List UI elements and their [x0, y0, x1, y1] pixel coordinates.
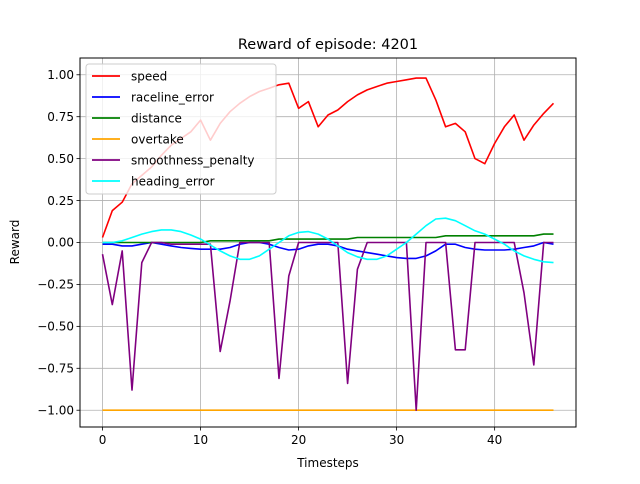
x-tick-label: 20	[291, 433, 306, 447]
y-tick-label: −0.25	[37, 278, 74, 292]
legend-label-heading-error: heading_error	[131, 175, 215, 189]
series-line-heading-error	[102, 217, 554, 264]
legend-label-smoothness-penalty: smoothness_penalty	[131, 154, 255, 168]
y-tick-label: 0.50	[47, 152, 74, 166]
axis-ticks: 0 10 20 30 40 −1.00 −0.75 −0.50 −0.25 0.00 0.25 0.5…	[37, 68, 502, 447]
legend-label-raceline-error: raceline_error	[131, 91, 214, 105]
x-tick-label: 40	[487, 433, 502, 447]
x-tick-label: 0	[99, 433, 107, 447]
y-tick-label: −1.00	[37, 403, 74, 417]
series-line-smoothness-penalty	[101, 241, 554, 412]
legend: speed raceline_error distance overtake smoot…	[85, 63, 277, 195]
y-tick-label: 1.00	[47, 68, 74, 82]
chart-title: Reward of episode: 4201	[238, 37, 418, 53]
series-line-raceline-error	[102, 241, 554, 260]
legend-label-speed: speed	[131, 70, 167, 84]
x-tick-label: 10	[193, 433, 208, 447]
y-tick-label: −0.50	[37, 320, 74, 334]
y-axis-label: Reward	[8, 220, 22, 265]
y-tick-label: 0.75	[47, 110, 74, 124]
legend-label-distance: distance	[131, 112, 182, 126]
x-axis-label: Timesteps	[296, 456, 359, 470]
y-tick-label: 0.25	[47, 194, 74, 208]
legend-label-overtake: overtake	[131, 133, 184, 147]
y-tick-label: 0.00	[47, 236, 74, 250]
x-tick-label: 30	[389, 433, 404, 447]
y-tick-label: −0.75	[37, 361, 74, 375]
series-lines	[101, 77, 555, 412]
legend-box	[85, 63, 277, 195]
